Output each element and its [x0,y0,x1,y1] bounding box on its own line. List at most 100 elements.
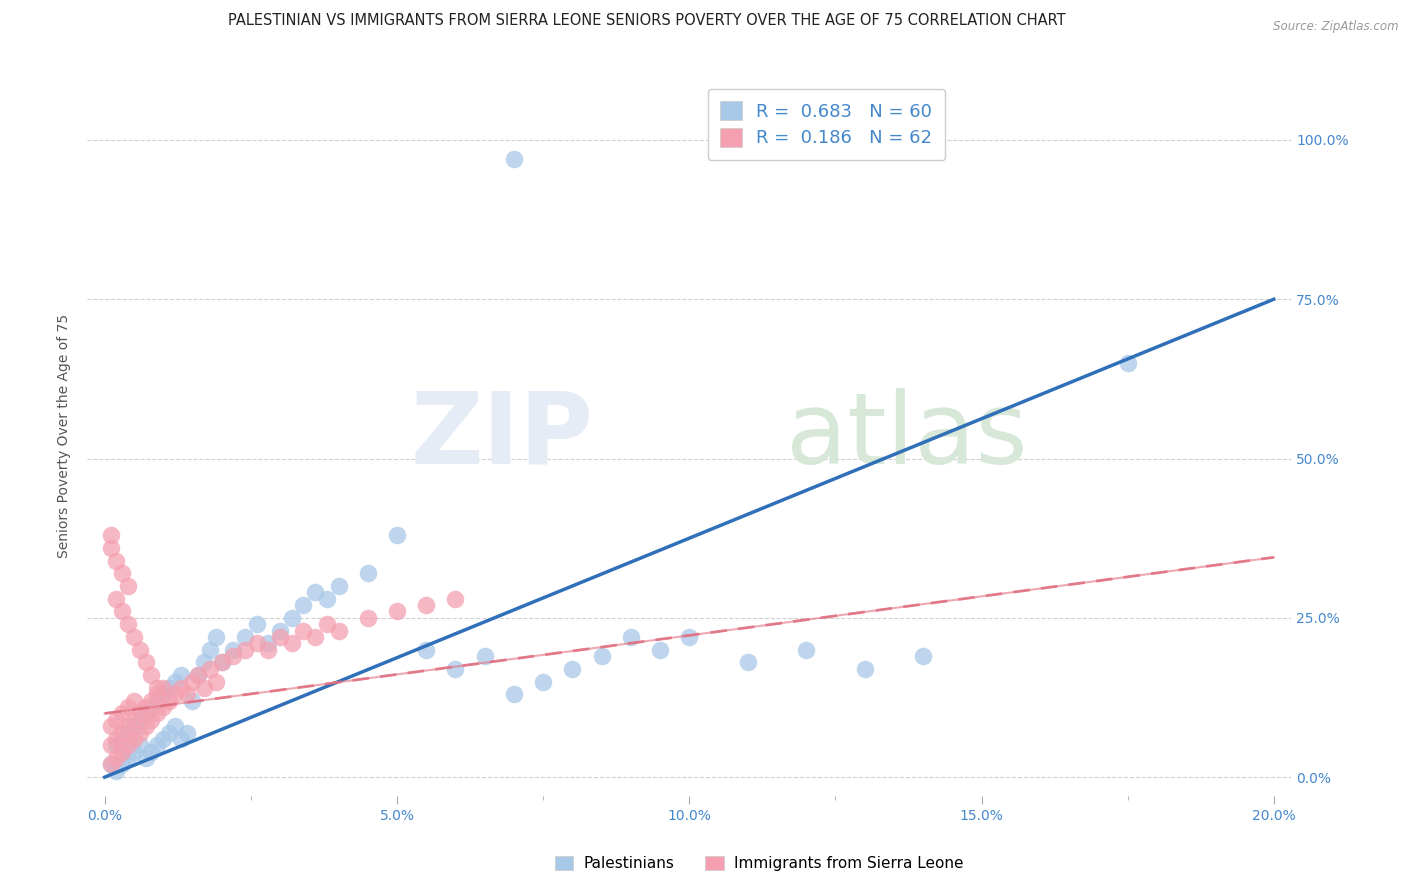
Point [128,725,150,739]
Point [502,687,524,701]
Point [122,719,145,733]
Point [128,739,150,753]
Point [246,617,269,632]
Point [315,591,337,606]
Point [315,617,337,632]
Point [176,725,198,739]
Point [193,656,215,670]
Point [204,674,226,689]
Point [100,757,122,772]
Point [678,630,700,644]
Point [105,713,128,727]
Point [122,694,145,708]
Point [304,585,326,599]
Point [187,668,209,682]
Point [257,636,280,650]
Point [152,731,174,746]
Point [141,745,163,759]
Point [122,713,145,727]
Point [591,649,613,664]
Point [163,674,186,689]
Text: PALESTINIAN VS IMMIGRANTS FROM SIERRA LEONE SENIORS POVERTY OVER THE AGE OF 75 C: PALESTINIAN VS IMMIGRANTS FROM SIERRA LE… [228,13,1066,29]
Y-axis label: Seniors Poverty Over the Age of 75: Seniors Poverty Over the Age of 75 [58,314,72,558]
Point [176,687,198,701]
Point [105,553,128,567]
Point [141,694,163,708]
Point [141,668,163,682]
Point [170,681,193,695]
Point [233,630,256,644]
Point [157,725,180,739]
Point [117,751,139,765]
Point [357,566,380,581]
Point [152,687,174,701]
Legend: Palestinians, Immigrants from Sierra Leone: Palestinians, Immigrants from Sierra Leo… [548,850,970,877]
Point [269,624,291,638]
Point [111,566,134,581]
Point [222,649,245,664]
Point [170,731,193,746]
Point [105,591,128,606]
Point [257,642,280,657]
Point [794,642,817,657]
Point [152,681,174,695]
Point [117,725,139,739]
Point [385,528,408,542]
Point [105,764,128,778]
Point [204,630,226,644]
Point [246,636,269,650]
Point [111,706,134,721]
Point [385,605,408,619]
Point [561,662,583,676]
Point [198,642,221,657]
Point [135,706,157,721]
Point [415,642,437,657]
Point [328,624,350,638]
Point [281,636,304,650]
Point [357,611,380,625]
Point [141,713,163,727]
Point [100,739,122,753]
Point [105,751,128,765]
Point [100,541,122,555]
Point [146,694,169,708]
Point [111,731,134,746]
Point [111,745,134,759]
Point [163,687,186,701]
Point [304,630,326,644]
Text: Source: ZipAtlas.com: Source: ZipAtlas.com [1274,20,1399,33]
Point [157,681,180,695]
Point [474,649,496,664]
Point [444,591,467,606]
Point [292,598,315,612]
Text: ZIP: ZIP [411,388,593,484]
Point [912,649,935,664]
Point [100,528,122,542]
Point [128,713,150,727]
Point [135,751,157,765]
Point [105,739,128,753]
Point [328,579,350,593]
Point [117,719,139,733]
Point [128,706,150,721]
Point [198,662,221,676]
Point [444,662,467,676]
Point [117,700,139,714]
Point [117,579,139,593]
Point [135,719,157,733]
Point [146,739,169,753]
Point [211,656,233,670]
Point [100,757,122,772]
Point [122,731,145,746]
Point [222,642,245,657]
Point [117,739,139,753]
Point [620,630,643,644]
Text: atlas: atlas [786,388,1028,484]
Point [111,605,134,619]
Point [170,668,193,682]
Point [181,694,204,708]
Point [135,656,157,670]
Point [233,642,256,657]
Point [117,617,139,632]
Point [187,668,209,682]
